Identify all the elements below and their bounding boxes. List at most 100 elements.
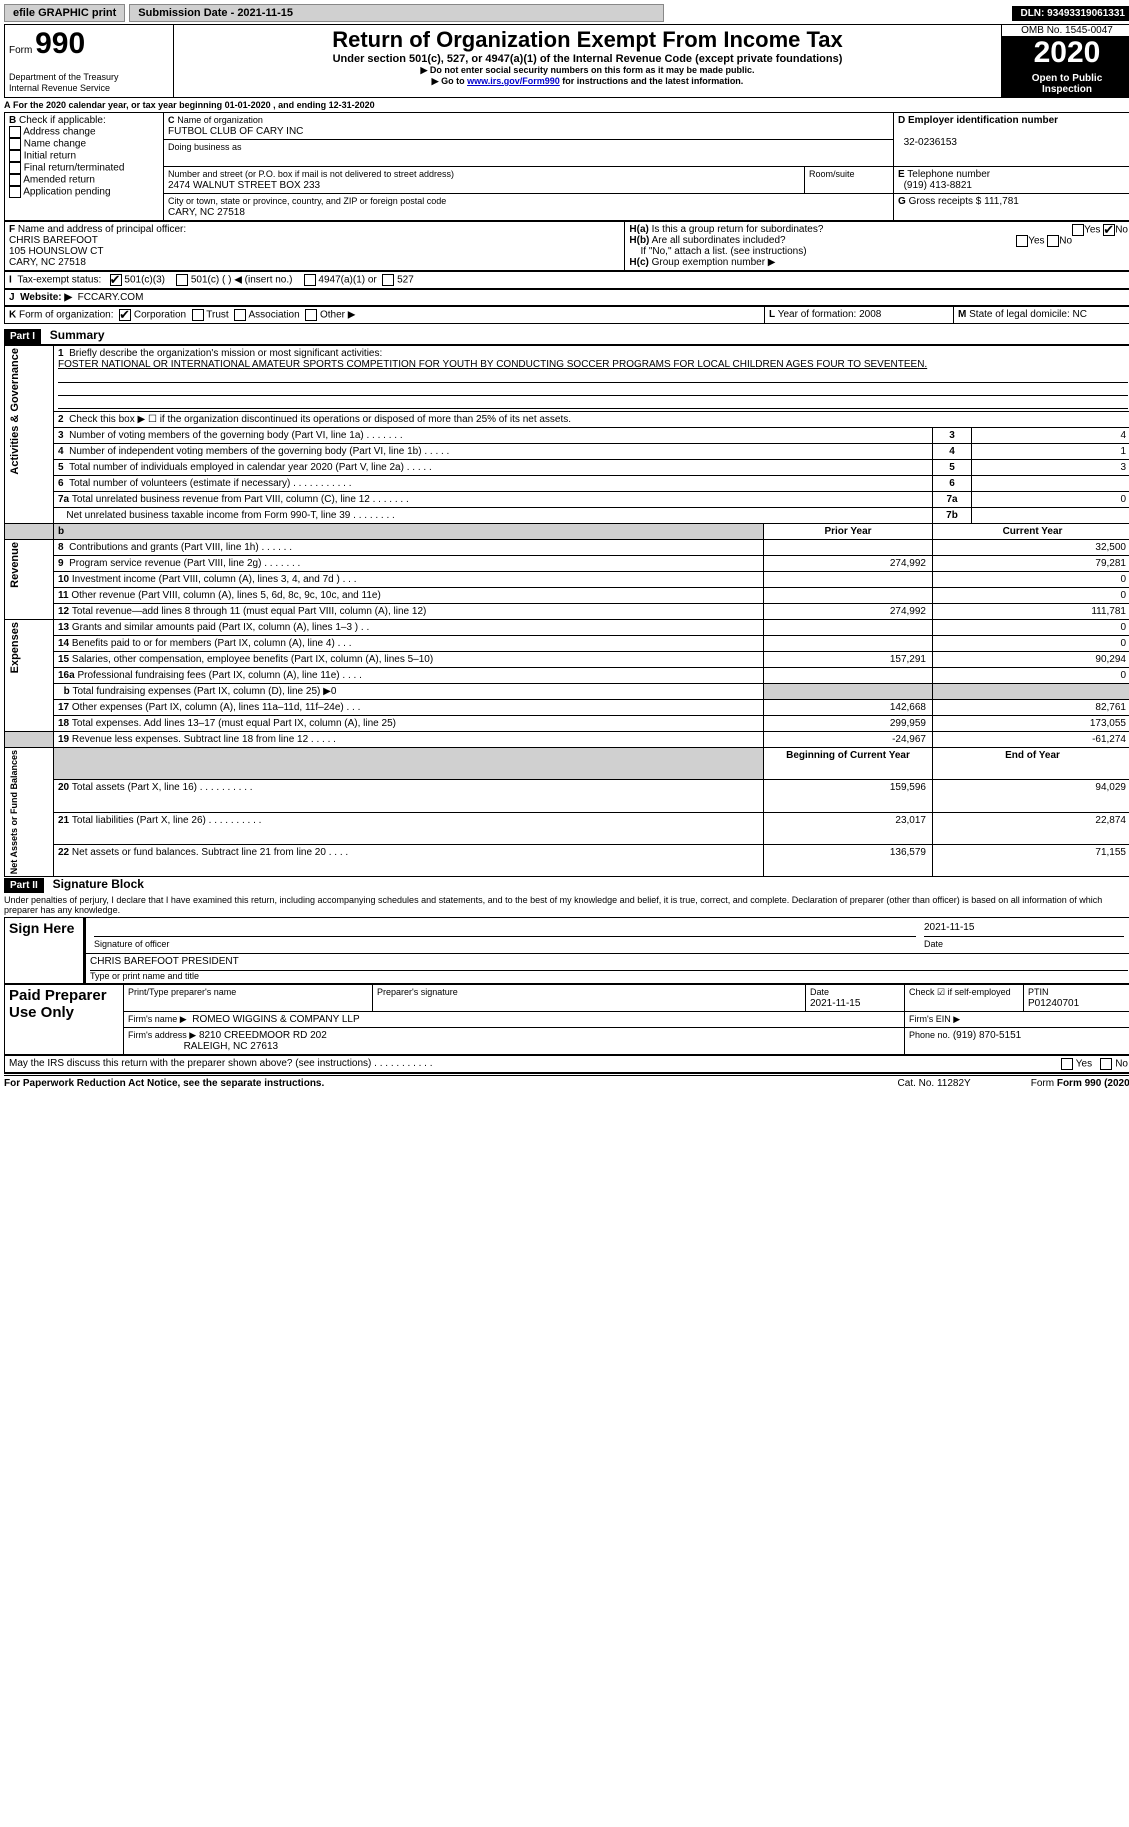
discuss-row: May the IRS discuss this return with the… xyxy=(4,1055,1129,1073)
r17-prior: 142,668 xyxy=(764,700,933,716)
form-label: Form xyxy=(9,45,32,56)
app-pending-label: Application pending xyxy=(23,187,110,198)
website-value: FCCARY.COM xyxy=(78,292,144,303)
other-checkbox[interactable] xyxy=(305,309,317,321)
submission-date-box: Submission Date - 2021-11-15 xyxy=(129,4,664,22)
side-netassets: Net Assets or Fund Balances xyxy=(9,750,19,874)
q4-val: 1 xyxy=(972,444,1129,460)
r8-label: Contributions and grants (Part VIII, lin… xyxy=(69,542,259,553)
r9-n: 9 xyxy=(58,558,64,569)
amended-return-label: Amended return xyxy=(23,175,95,186)
r11-label: Other revenue (Part VIII, column (A), li… xyxy=(71,590,380,601)
address-change-checkbox[interactable] xyxy=(9,126,21,138)
city-value: CARY, NC 27518 xyxy=(168,207,245,218)
r16b-n: b xyxy=(64,686,70,697)
form-org-label: Form of organization: xyxy=(19,310,114,321)
address-change-label: Address change xyxy=(23,127,95,138)
initial-return-label: Initial return xyxy=(24,151,76,162)
r21-prior: 23,017 xyxy=(764,812,933,844)
r20-n: 20 xyxy=(58,782,69,793)
line-a-tax-year: A For the 2020 calendar year, or tax yea… xyxy=(4,98,1129,112)
final-return-checkbox[interactable] xyxy=(9,162,21,174)
r16a-label: Professional fundraising fees (Part IX, … xyxy=(77,670,339,681)
signature-block: Sign Here 2021-11-15 Signature of office… xyxy=(4,917,1129,984)
ptin-label: PTIN xyxy=(1028,987,1049,997)
q1-text: FOSTER NATIONAL OR INTERNATIONAL AMATEUR… xyxy=(58,359,927,370)
name-change-checkbox[interactable] xyxy=(9,138,21,150)
website-label: Website: ▶ xyxy=(20,292,72,303)
goto-post: for instructions and the latest informat… xyxy=(560,76,744,86)
officer-label: Name and address of principal officer: xyxy=(18,224,186,235)
form-title: Return of Organization Exempt From Incom… xyxy=(178,27,997,53)
discuss-label: May the IRS discuss this return with the… xyxy=(9,1058,371,1069)
officer-printed-name: CHRIS BAREFOOT PRESIDENT xyxy=(90,956,1128,971)
amended-return-checkbox[interactable] xyxy=(9,174,21,186)
sig-date: 2021-11-15 xyxy=(924,922,1124,937)
r19-n: 19 xyxy=(58,734,69,745)
pra-notice: For Paperwork Reduction Act Notice, see … xyxy=(4,1078,324,1089)
r19-prior: -24,967 xyxy=(764,732,933,748)
q5-label: Total number of individuals employed in … xyxy=(69,462,404,473)
irs-link[interactable]: www.irs.gov/Form990 xyxy=(467,76,560,86)
4947-checkbox[interactable] xyxy=(304,274,316,286)
r14-prior xyxy=(764,636,933,652)
firm-phone-label: Phone no. xyxy=(909,1030,950,1040)
gross-receipts-label: Gross receipts $ xyxy=(909,196,982,207)
501c3-checkbox[interactable] xyxy=(110,274,122,286)
r13-label: Grants and similar amounts paid (Part IX… xyxy=(72,622,358,633)
discuss-no: No xyxy=(1115,1059,1128,1070)
discuss-no-checkbox[interactable] xyxy=(1100,1058,1112,1070)
name-change-label: Name change xyxy=(24,139,86,150)
hb-yes-checkbox[interactable] xyxy=(1016,235,1028,247)
r20-label: Total assets (Part X, line 16) xyxy=(72,782,197,793)
r12-prior: 274,992 xyxy=(764,604,933,620)
omb-number: OMB No. 1545-0047 xyxy=(1002,25,1129,36)
tax-exempt-label: Tax-exempt status: xyxy=(17,275,101,286)
firm-addr1: 8210 CREEDMOOR RD 202 xyxy=(199,1030,327,1041)
trust-checkbox[interactable] xyxy=(192,309,204,321)
r18-curr: 173,055 xyxy=(933,716,1129,732)
hb-no-checkbox[interactable] xyxy=(1047,235,1059,247)
r14-n: 14 xyxy=(58,638,69,649)
501c-checkbox[interactable] xyxy=(176,274,188,286)
prep-sig-label: Preparer's signature xyxy=(377,987,458,997)
other-label: Other ▶ xyxy=(320,310,355,321)
part2-title: Signature Block xyxy=(47,877,144,891)
assoc-checkbox[interactable] xyxy=(234,309,246,321)
r17-curr: 82,761 xyxy=(933,700,1129,716)
r13-prior xyxy=(764,620,933,636)
ein-label: Employer identification number xyxy=(908,115,1058,126)
top-toolbar: efile GRAPHIC print Submission Date - 20… xyxy=(4,4,1129,22)
q7a-num: 7a xyxy=(933,492,972,508)
begin-year-header: Beginning of Current Year xyxy=(764,748,933,780)
r21-n: 21 xyxy=(58,815,69,826)
discuss-yes-checkbox[interactable] xyxy=(1061,1058,1073,1070)
street-value: 2474 WALNUT STREET BOX 233 xyxy=(168,180,320,191)
r10-n: 10 xyxy=(58,574,69,585)
q7b-val xyxy=(972,508,1129,524)
tax-year: 2020 xyxy=(1002,36,1129,70)
corp-checkbox[interactable] xyxy=(119,309,131,321)
r19-curr: -61,274 xyxy=(933,732,1129,748)
app-pending-checkbox[interactable] xyxy=(9,186,21,198)
ha-no-checkbox[interactable] xyxy=(1103,224,1115,236)
state-domicile-value: NC xyxy=(1073,309,1087,320)
paid-preparer-block: Paid Preparer Use Only Print/Type prepar… xyxy=(4,984,1129,1055)
part2-header: Part II xyxy=(4,878,44,893)
yes-label2: Yes xyxy=(1028,236,1044,247)
state-domicile-label: State of legal domicile: xyxy=(969,309,1070,320)
cat-no: Cat. No. 11282Y xyxy=(898,1078,971,1089)
tax-exempt-row: I Tax-exempt status: 501(c)(3) 501(c) ( … xyxy=(4,271,1129,289)
tax-year-text: For the 2020 calendar year, or tax year … xyxy=(13,100,375,110)
q6-label: Total number of volunteers (estimate if … xyxy=(69,478,290,489)
r9-prior: 274,992 xyxy=(764,556,933,572)
initial-return-checkbox[interactable] xyxy=(9,150,21,162)
q6-num: 6 xyxy=(933,476,972,492)
efile-print-button[interactable]: efile GRAPHIC print xyxy=(4,4,125,22)
ha-yes-checkbox[interactable] xyxy=(1072,224,1084,236)
r11-n: 11 xyxy=(58,590,69,601)
trust-label: Trust xyxy=(206,310,228,321)
sig-officer-label: Signature of officer xyxy=(90,937,920,951)
r17-n: 17 xyxy=(58,702,69,713)
527-checkbox[interactable] xyxy=(382,274,394,286)
